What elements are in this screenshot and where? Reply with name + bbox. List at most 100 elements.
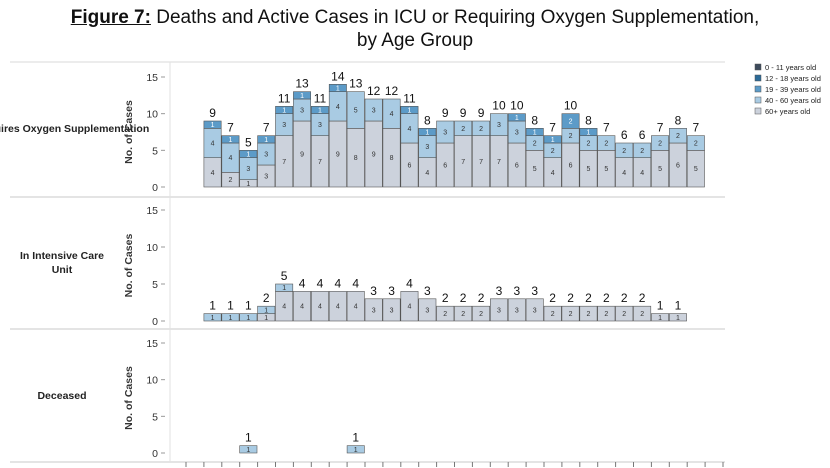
bar-segment [400,291,419,322]
segment-label: 2 [676,133,680,140]
segment-label: 1 [533,130,537,137]
legend-swatch [754,74,762,82]
chart-panel: In Intensive Care Unit No. of Cases0510151… [10,197,725,330]
bar-segment [454,305,473,322]
segment-label: 1 [211,315,215,322]
segment-label: 3 [372,307,376,314]
segment-label: 4 [622,170,626,177]
y-axis-title: No. of Cases [123,366,135,430]
bar-segment [525,128,544,136]
y-tick-label: 15 [146,72,158,84]
bar-segment [346,91,365,129]
bar-total-label: 7 [657,121,664,135]
segment-label: 2 [586,141,590,148]
bar-total-label: 2 [460,291,467,305]
bar-total-label: 3 [424,284,431,298]
y-tick-label: 0 [152,316,158,328]
bar-total-label: 1 [209,299,216,313]
bar-total-label: 4 [335,276,342,290]
bar-segment [310,106,329,114]
segment-label: 8 [390,155,394,162]
bar-total-label: 1 [657,299,664,313]
bar-total-label: 5 [281,269,288,283]
segment-label: 2 [228,177,232,184]
segment-label: 6 [569,163,573,170]
bar-total-label: 8 [531,113,538,127]
segment-label: 4 [336,304,340,311]
segment-label: 7 [318,159,322,166]
segment-label: 4 [282,304,286,311]
panel-label-line: In Intensive Care [20,250,104,262]
segment-label: 2 [479,126,483,133]
bar-segment [418,298,437,322]
segment-label: 1 [246,152,250,159]
y-tick-label: 10 [146,375,158,387]
panel-label-line: Unit [52,264,73,276]
bar-segment [489,113,508,136]
bar-segment [293,291,311,322]
segment-label: 2 [569,119,573,126]
segment-label: 3 [390,307,394,314]
bar-total-label: 3 [531,284,538,298]
segment-label: 5 [533,166,537,173]
bar-total-label: 6 [639,128,646,142]
bar-total-label: 2 [567,291,574,305]
bar-segment [615,142,634,158]
bar-segment [275,106,294,114]
segment-label: 3 [300,108,304,115]
segment-label: 1 [551,137,555,144]
y-tick-label: 10 [146,109,158,121]
legend-label: 0 - 11 years old [765,63,816,72]
bar-total-label: 8 [585,113,592,127]
y-tick-label: 0 [152,448,158,460]
segment-label: 9 [336,152,340,159]
segment-label: 2 [569,311,573,318]
segment-label: 3 [425,307,429,314]
bar-total-label: 9 [460,106,467,120]
panel-label: Deceased [37,390,86,402]
bar-total-label: 10 [492,99,506,113]
segment-label: 1 [228,137,232,144]
bar-total-label: 12 [385,84,399,98]
segment-label: 2 [658,141,662,148]
segment-label: 3 [515,130,519,137]
legend-swatch [754,107,762,115]
panel-label-line: Deceased [37,390,86,402]
segment-label: 2 [479,311,483,318]
segment-label: 1 [300,93,304,100]
segment-label: 2 [640,311,644,318]
bar-segment [579,128,598,136]
bar-total-label: 2 [549,291,556,305]
bar-segment [615,305,634,322]
legend-label: 12 - 18 years old [765,74,821,83]
figure-title-line1: Figure 7: Deaths and Active Cases in ICU… [0,6,830,29]
bar-segment [668,313,687,322]
segment-label: 1 [586,130,590,137]
bar-segment [472,305,490,322]
segment-label: 1 [264,137,268,144]
bar-segment [346,291,365,322]
bar-total-label: 11 [403,91,416,105]
segment-label: 2 [461,311,465,318]
segment-label: 3 [264,174,268,181]
bar-total-label: 13 [295,77,309,91]
bar-segment [203,313,222,322]
bar-total-label: 2 [442,291,449,305]
segment-label: 3 [246,166,250,173]
segment-label: 3 [425,144,429,151]
bar-total-label: 8 [424,113,431,127]
segment-label: 1 [246,447,250,454]
bar-segment [418,128,437,136]
segment-label: 7 [497,159,501,166]
bar-total-label: 1 [245,431,252,445]
segment-label: 4 [407,304,411,311]
segment-label: 1 [318,108,322,115]
panel-label: In Intensive Care Unit [20,250,104,276]
bar-segment [257,305,276,314]
segment-label: 5 [586,166,590,173]
bar-segment [328,84,347,92]
segment-label: 2 [622,311,626,318]
bar-total-label: 1 [245,299,252,313]
figure-title-text: Deaths and Active Cases in ICU or Requir… [156,7,760,28]
segment-label: 4 [354,304,358,311]
